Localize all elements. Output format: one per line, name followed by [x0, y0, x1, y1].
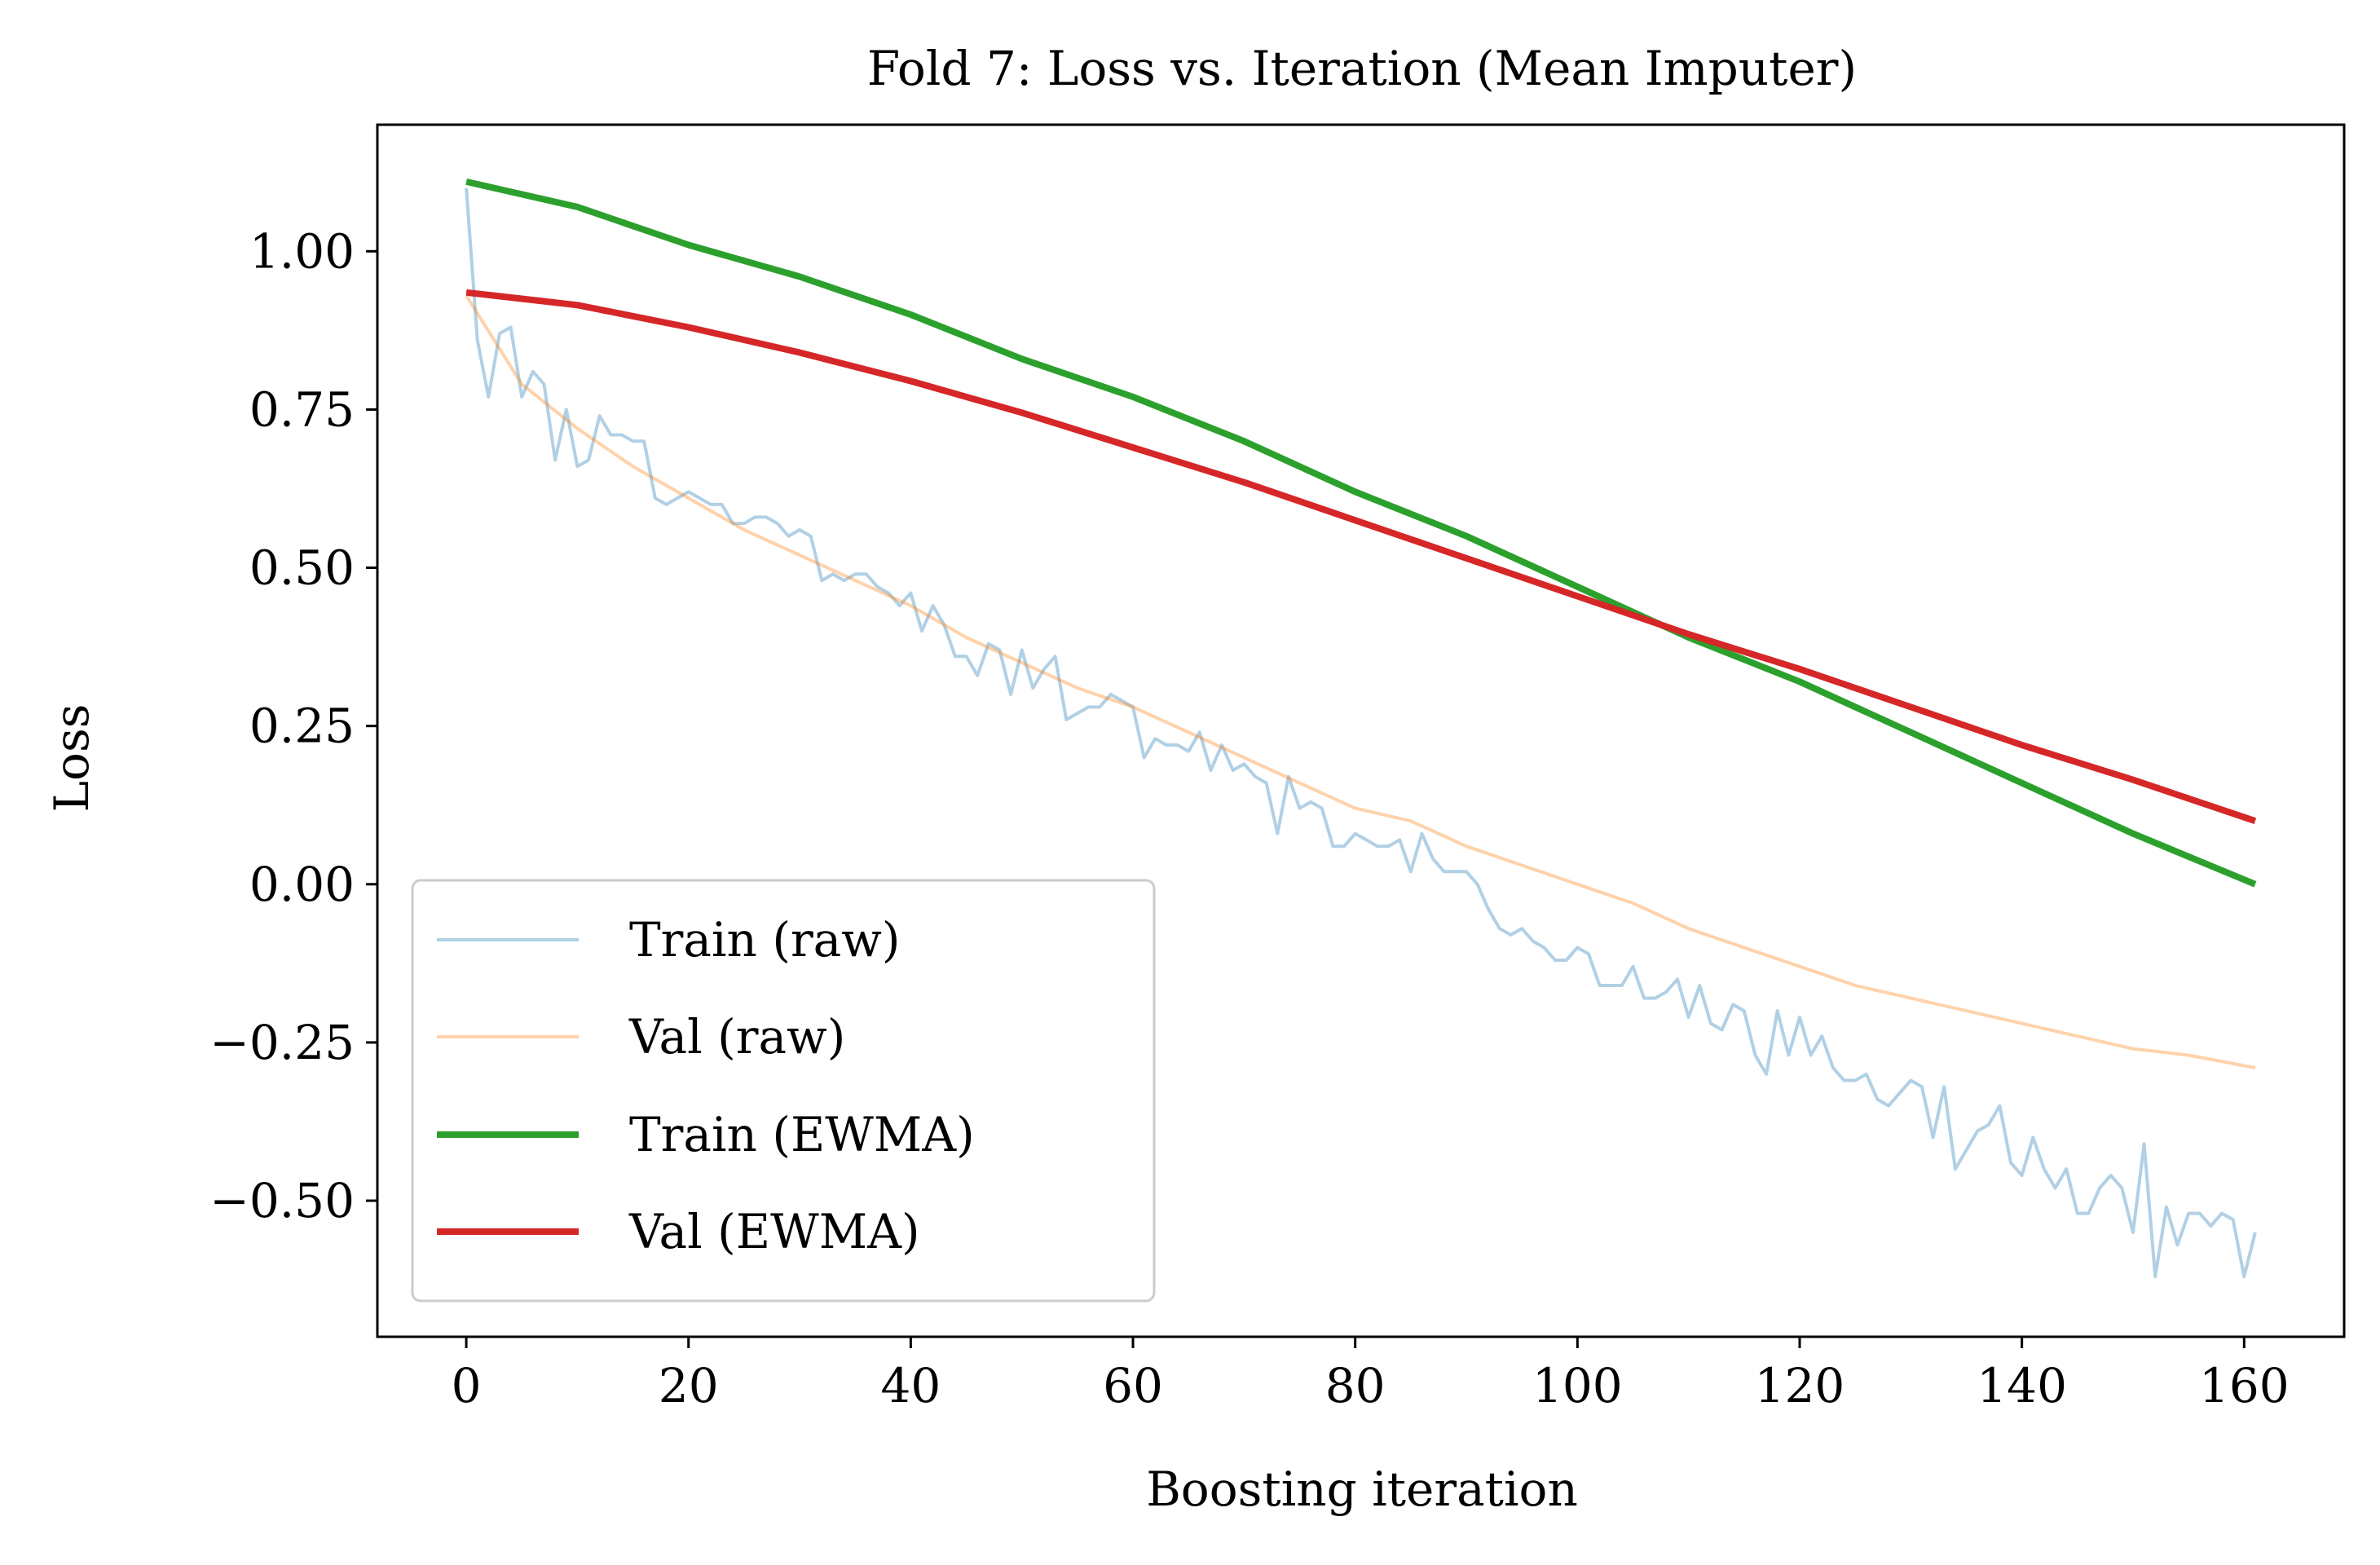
y-tick-label: 0.50: [249, 540, 355, 596]
y-tick-label: −0.25: [209, 1015, 355, 1070]
legend-box: [411, 879, 1156, 1303]
series-line-val-ewma: [465, 289, 2257, 824]
series-line-val-raw: [465, 294, 2256, 1069]
y-tick-label: 0.25: [249, 699, 355, 754]
x-tick-label: 0: [452, 1358, 482, 1413]
y-tick-label: 0.00: [249, 857, 355, 912]
chart-title: Fold 7: Loss vs. Iteration (Mean Imputer…: [867, 41, 1857, 96]
y-tick-label: 1.00: [249, 223, 355, 279]
plot-area: [465, 178, 2257, 1279]
series-line-train-ewma: [465, 178, 2257, 888]
legend: Train (raw) Val (raw) Train (EWMA) Val (EWM…: [411, 879, 1156, 1303]
series-line-train-raw: [465, 187, 2257, 1279]
x-tick-label: 80: [1325, 1358, 1386, 1413]
legend-label-train-ewma: Train (EWMA): [629, 1107, 975, 1162]
x-tick-label: 40: [880, 1358, 941, 1413]
series-group: [465, 178, 2257, 1279]
x-tick-label: 160: [2199, 1358, 2290, 1413]
x-tick-label: 60: [1103, 1358, 1163, 1413]
x-tick-label: 120: [1755, 1358, 1845, 1413]
y-tick-label: 0.75: [249, 381, 355, 437]
x-tick-label: 140: [1977, 1358, 2067, 1413]
legend-label-val-ewma: Val (EWMA): [628, 1204, 920, 1259]
y-axis-label: Loss: [44, 704, 99, 813]
legend-label-train-raw: Train (raw): [629, 912, 901, 968]
axes-frame: [376, 123, 2346, 1338]
x-tick-label: 100: [1532, 1358, 1623, 1413]
legend-label-val-raw: Val (raw): [628, 1009, 845, 1065]
y-tick-label: −0.50: [209, 1173, 355, 1228]
axes: 0 20 40 60 80 100 120 140 160 1.00 0.75 0.50 0.25 0.0…: [209, 123, 2346, 1413]
x-axis-label: Boosting iteration: [1146, 1461, 1578, 1517]
x-tick-label: 20: [659, 1358, 719, 1413]
